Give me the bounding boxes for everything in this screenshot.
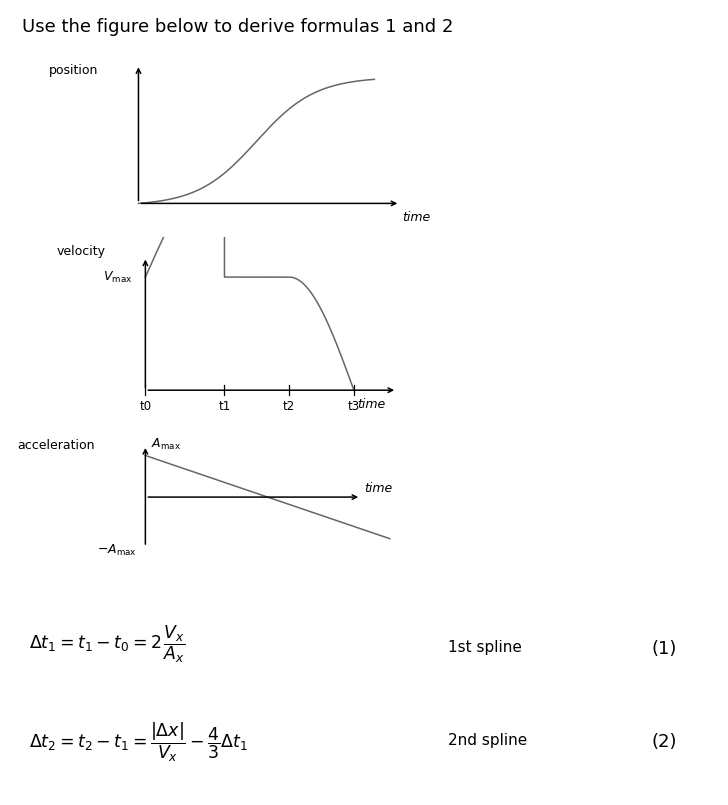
Text: $\Delta t_2 = t_2 - t_1 = \dfrac{|\Delta x|}{V_x} - \dfrac{4}{3}\Delta t_1$: $\Delta t_2 = t_2 - t_1 = \dfrac{|\Delta…	[29, 720, 248, 764]
Text: acceleration: acceleration	[17, 439, 95, 452]
Text: Use the figure below to derive formulas 1 and 2: Use the figure below to derive formulas …	[22, 18, 454, 35]
Text: position: position	[49, 64, 98, 77]
Text: velocity: velocity	[57, 246, 106, 258]
Text: $A_{\mathrm{max}}$: $A_{\mathrm{max}}$	[151, 437, 181, 452]
Text: $V_{\mathrm{max}}$: $V_{\mathrm{max}}$	[103, 270, 132, 285]
Text: $-A_{\mathrm{max}}$: $-A_{\mathrm{max}}$	[97, 543, 137, 558]
Text: t1: t1	[218, 400, 231, 414]
Text: $\Delta t_1 = t_1 - t_0 = 2\,\dfrac{V_x}{A_x}$: $\Delta t_1 = t_1 - t_0 = 2\,\dfrac{V_x}…	[29, 624, 186, 665]
Text: 2nd spline: 2nd spline	[448, 733, 527, 748]
Text: (1): (1)	[652, 640, 677, 658]
Text: time: time	[403, 211, 431, 224]
Text: (2): (2)	[652, 733, 677, 750]
Text: t0: t0	[139, 400, 151, 414]
Text: t2: t2	[283, 400, 296, 414]
Text: t3: t3	[348, 400, 360, 414]
Text: time: time	[357, 398, 386, 411]
Text: time: time	[365, 482, 393, 495]
Text: 1st spline: 1st spline	[448, 640, 521, 655]
